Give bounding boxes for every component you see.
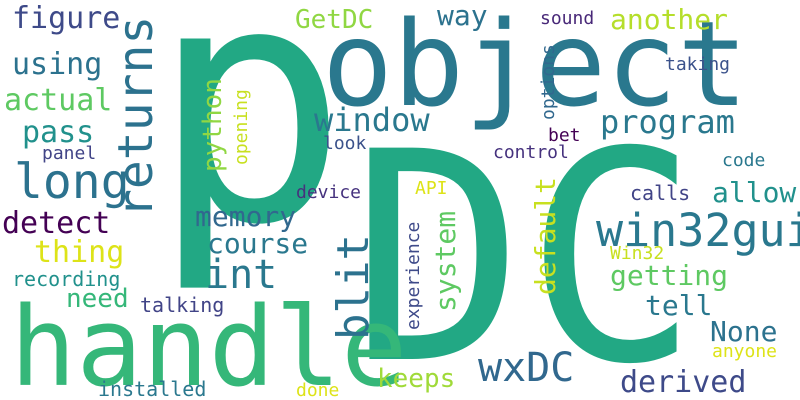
- word-detect: detect: [2, 206, 111, 241]
- word-look: look: [323, 133, 367, 154]
- word-keeps: keeps: [377, 364, 456, 394]
- word-code: code: [722, 150, 766, 171]
- word-None: None: [710, 315, 778, 348]
- word-course: course: [207, 227, 309, 260]
- word-Win32: Win32: [610, 243, 665, 264]
- word-device: device: [296, 182, 362, 203]
- word-allow: allow: [712, 176, 797, 209]
- word-way: way: [437, 0, 488, 32]
- word-calls: calls: [630, 181, 691, 205]
- word-memory: memory: [195, 200, 297, 233]
- word-object: object: [322, 0, 749, 133]
- word-p: p: [150, 0, 349, 297]
- word-getting: getting: [610, 259, 729, 292]
- word-another: another: [610, 3, 729, 36]
- word-int: int: [205, 252, 278, 298]
- word-program: program: [600, 103, 735, 141]
- word-bet: bet: [548, 125, 581, 146]
- word-taking: taking: [665, 54, 731, 75]
- word-default: default: [529, 176, 562, 295]
- word-GetDC: GetDC: [295, 5, 374, 35]
- word-wxDC: wxDC: [478, 345, 575, 391]
- word-handle: handle: [10, 283, 408, 400]
- word-done: done: [296, 380, 340, 400]
- word-experience: experience: [403, 221, 424, 330]
- word-system: system: [429, 210, 462, 312]
- word-window: window: [314, 101, 430, 139]
- word-sound: sound: [540, 8, 595, 29]
- word-win32gui: win32gui: [596, 204, 800, 257]
- word-panel: panel: [42, 143, 97, 164]
- word-pass: pass: [22, 115, 95, 150]
- word-recording: recording: [12, 267, 121, 291]
- word-need: need: [66, 284, 129, 314]
- word-long: long: [14, 154, 130, 210]
- word-actual: actual: [4, 83, 113, 118]
- word-DC: DC: [350, 91, 700, 400]
- word-derived: derived: [620, 365, 747, 400]
- word-options: options: [538, 44, 559, 120]
- word-talking: talking: [140, 293, 225, 317]
- word-thing: thing: [34, 235, 125, 270]
- word-installed: installed: [98, 377, 207, 400]
- word-opening: opening: [231, 89, 252, 165]
- word-control: control: [493, 142, 569, 163]
- word-returns: returns: [108, 15, 164, 218]
- word-figure: figure: [12, 1, 121, 36]
- word-using: using: [12, 47, 103, 82]
- word-API: API: [415, 178, 448, 199]
- word-blit: blit: [328, 234, 379, 340]
- word-python: python: [198, 78, 228, 172]
- word-tell: tell: [645, 289, 713, 322]
- word-anyone: anyone: [712, 341, 778, 362]
